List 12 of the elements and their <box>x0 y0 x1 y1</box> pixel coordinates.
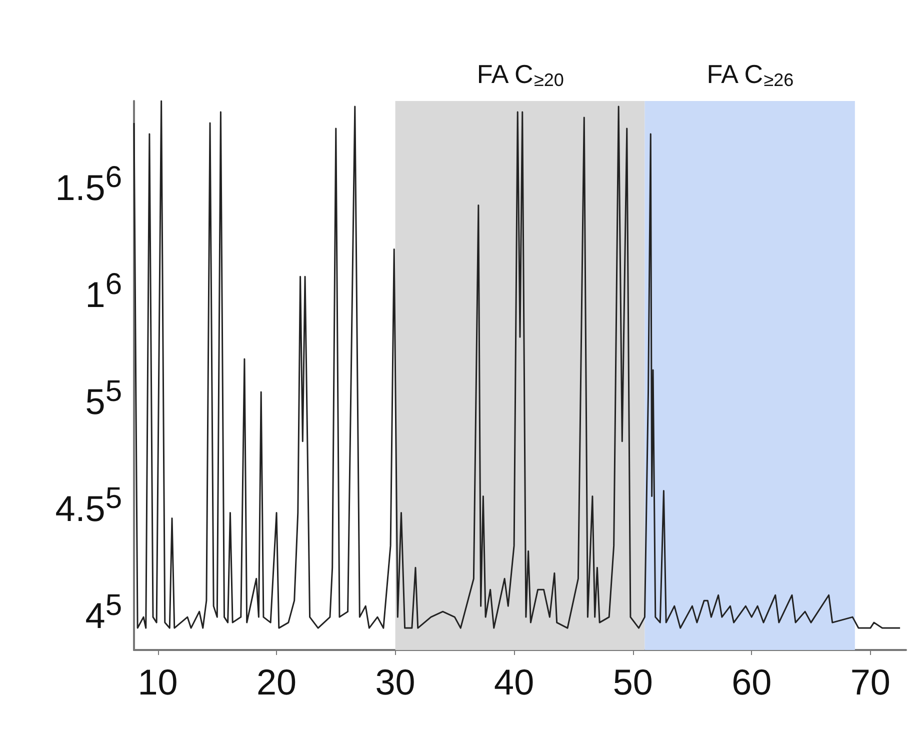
text: 5$^{5}$ <box>85 374 122 424</box>
text: 4$^{5}$ <box>85 588 122 638</box>
x-tick-label: 10 <box>138 662 178 702</box>
x-tick-label: 60 <box>732 662 772 702</box>
x-tick-label: 70 <box>850 662 890 702</box>
x-tick-label: 20 <box>256 662 297 702</box>
text: 4.5$^{5}$ <box>55 481 122 531</box>
x-tick-label: 50 <box>612 662 653 702</box>
text: 1$^{6}$ <box>85 267 122 317</box>
text: 1.5$^{6}$ <box>55 160 122 210</box>
x-tick-label: 30 <box>375 662 416 702</box>
x-tick-label: 40 <box>494 662 534 702</box>
